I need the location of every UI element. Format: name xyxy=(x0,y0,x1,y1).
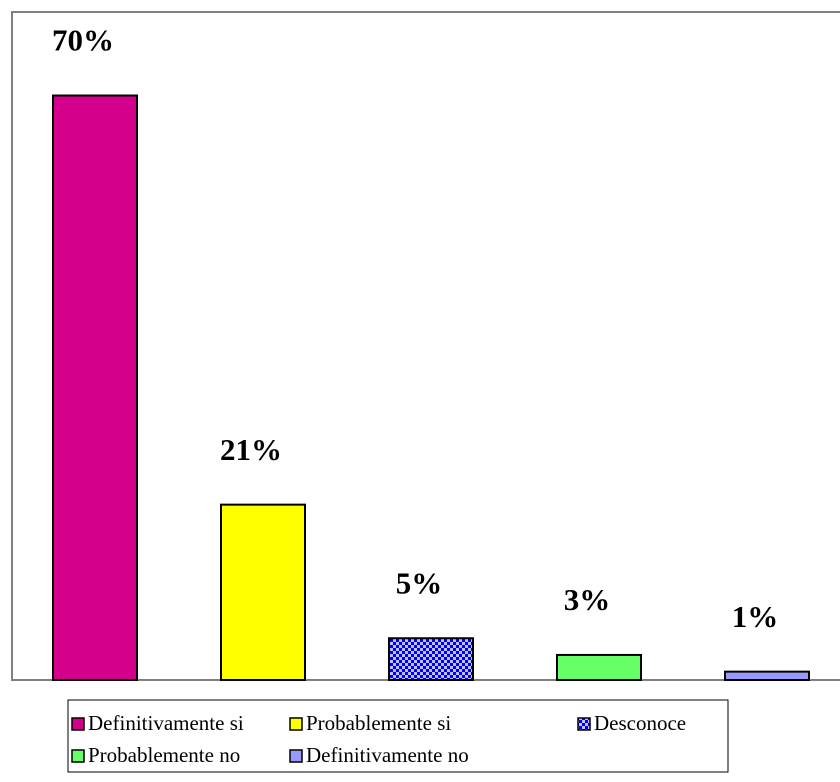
legend-swatch xyxy=(289,717,303,731)
data-label: 21% xyxy=(220,432,282,467)
legend-swatch xyxy=(577,717,591,731)
legend-swatch xyxy=(71,717,85,731)
bar xyxy=(52,94,138,681)
bar xyxy=(556,653,642,682)
legend-swatch xyxy=(71,749,85,763)
bar xyxy=(220,503,306,681)
legend-label: Probablemente no xyxy=(88,743,240,767)
legend-label: Probablemente si xyxy=(306,711,451,735)
legend-swatch xyxy=(289,749,303,763)
data-label: 5% xyxy=(396,565,443,600)
legend-label: Desconoce xyxy=(594,711,686,735)
bar xyxy=(724,670,810,682)
legend-label: Definitivamente no xyxy=(306,743,469,767)
bar xyxy=(388,637,474,681)
data-label: 1% xyxy=(732,599,779,634)
data-label: 3% xyxy=(564,582,611,617)
legend-box xyxy=(67,699,729,773)
legend-label: Definitivamente si xyxy=(88,711,244,735)
data-label: 70% xyxy=(52,23,114,58)
